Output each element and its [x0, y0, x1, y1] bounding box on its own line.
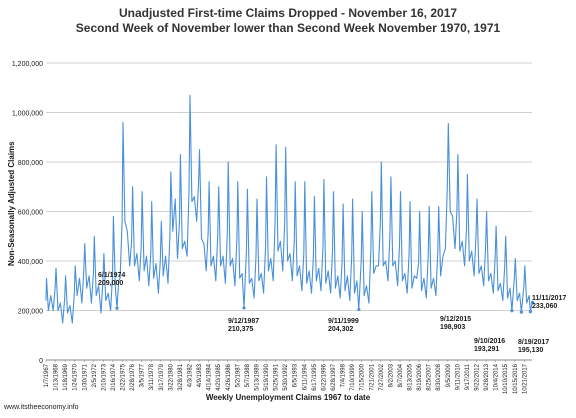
x-tick-label: 1/30/1971	[82, 363, 88, 390]
annotation-2016: 9/10/2016 193,291	[474, 338, 505, 354]
annotation-2017-nov: 11/11/2017 233,060	[532, 295, 566, 311]
x-tick-label: 6/22/1996	[321, 363, 327, 390]
x-tick-label: 7/21/2001	[369, 363, 375, 390]
x-tick-label: 6/5/1993	[293, 363, 299, 387]
x-tick-label: 5/19/1990	[264, 363, 270, 390]
x-tick-label: 4/9/1983	[197, 363, 203, 387]
x-tick-label: 1/7/1967	[44, 363, 50, 387]
x-tick-label: 6/17/1995	[312, 363, 318, 390]
annotation-2016-date: 9/10/2016	[474, 338, 506, 345]
annotation-2017-nov-date: 11/11/2017	[532, 295, 567, 302]
x-tick-label: 3/11/1978	[149, 363, 155, 390]
annotation-1974-date: 6/1/1974	[98, 272, 126, 279]
y-tick-label: 800,000	[18, 160, 43, 167]
y-tick-label: 0	[39, 358, 43, 365]
x-tick-label: 2/22/1975	[121, 363, 127, 390]
annotation-2017-aug: 8/19/2017 195,130	[518, 339, 549, 355]
x-tick-label: 10/10/2015	[503, 363, 509, 394]
annotation-point	[242, 306, 246, 310]
annotation-point	[528, 310, 532, 314]
x-tick-label: 3/22/1980	[168, 363, 174, 390]
annotation-2017-nov-value: 233,060	[532, 303, 558, 310]
annotation-2017-aug-date: 8/19/2017	[518, 339, 550, 346]
x-tick-label: 8/13/2005	[408, 363, 414, 390]
x-tick-label: 5/30/1992	[283, 363, 289, 390]
annotation-point	[530, 300, 535, 304]
x-tick-label: 8/19/2006	[417, 363, 423, 390]
x-tick-label: 3/5/1977	[140, 363, 146, 387]
annotation-1974: 6/1/1974 209,000	[98, 272, 125, 288]
annotation-point	[115, 306, 119, 310]
x-tick-label: 8/7/2004	[398, 363, 404, 387]
x-tick-label: 7/27/2002	[379, 363, 385, 390]
annotation-2015-date: 9/12/2015	[440, 316, 472, 323]
x-tick-label: 1/18/1969	[63, 363, 69, 390]
x-tick-label: 5/13/1989	[254, 363, 260, 390]
claims-series-line	[45, 94, 534, 324]
annotation-2016-value: 193,291	[474, 346, 500, 353]
x-axis-label: Weekly Unemployment Claims 1967 to date	[205, 393, 371, 402]
x-tick-label: 9/5/2009	[446, 363, 452, 387]
annotation-2017-aug-value: 195,130	[518, 347, 544, 354]
x-tick-label: 2/10/1973	[101, 363, 107, 390]
annotation-point	[519, 310, 523, 314]
chart-title: Unadjusted First-time Claims Dropped - N…	[118, 6, 458, 20]
x-tick-label: 7/4/1998	[341, 363, 347, 387]
annotation-point	[510, 309, 514, 313]
x-tick-label: 8/25/2007	[427, 363, 433, 390]
x-tick-label: 4/26/1986	[226, 363, 232, 390]
y-tick-label: 1,200,000	[12, 61, 43, 68]
annotation-2015-value: 198,903	[440, 324, 466, 331]
x-tick-label: 6/11/1994	[302, 363, 308, 390]
source-text: www.itstheeconomy.info	[4, 404, 79, 411]
x-tick-label: 2/16/1974	[111, 363, 117, 390]
annotation-1987-value: 210,375	[228, 326, 254, 333]
x-tick-label: 9/11/2010	[455, 363, 461, 390]
y-tick-label: 200,000	[18, 309, 43, 316]
chart-subtitle: Second Week of November lower than Secon…	[75, 21, 501, 35]
x-tick-label: 4/20/1985	[216, 363, 222, 390]
x-tick-label: 9/17/2011	[465, 363, 471, 390]
x-tick-label: 1/13/1968	[54, 363, 60, 390]
x-tick-label: 10/4/2014	[494, 363, 500, 390]
x-tick-label: 3/17/1979	[159, 363, 165, 390]
annotation-1999: 9/11/1999 204,302	[328, 318, 359, 334]
x-tick-label: 9/22/2012	[475, 363, 481, 390]
x-tick-label: 6/28/1997	[331, 363, 337, 390]
x-tick-label: 1/24/1970	[73, 363, 79, 390]
annotation-point	[357, 307, 361, 312]
annotation-1999-date: 9/11/1999	[328, 318, 359, 325]
x-tick-label: 4/3/1982	[188, 363, 194, 387]
y-tick-label: 400,000	[18, 259, 43, 266]
x-tick-label: 8/30/2008	[436, 363, 442, 390]
x-tick-label: 7/15/2000	[360, 363, 366, 390]
x-tick-label: 5/7/1988	[245, 363, 251, 387]
x-tick-label: 8/2/2003	[388, 363, 394, 387]
x-tick-label: 3/28/1981	[178, 363, 184, 390]
x-tick-label: 10/21/2017	[522, 363, 528, 394]
x-tick-label: 10/15/2016	[513, 363, 519, 394]
y-tick-label: 600,000	[18, 210, 43, 217]
x-tick-label: 4/14/1984	[207, 363, 213, 390]
y-axis-label: Non-Seasonally Adjusted Claims	[7, 141, 16, 266]
x-tick-label: 2/5/1972	[92, 363, 98, 387]
y-tick-label: 1,000,000	[12, 111, 43, 118]
x-tick-label: 2/28/1976	[130, 363, 136, 390]
x-tick-label: 9/28/2013	[484, 363, 490, 390]
annotation-2015: 9/12/2015 198,903	[440, 316, 471, 332]
annotation-1987: 9/12/1987 210,375	[228, 318, 259, 334]
x-tick-label: 5/2/1987	[235, 363, 241, 387]
annotation-1974-value: 209,000	[98, 280, 124, 287]
annotation-1999-value: 204,302	[328, 326, 354, 333]
x-tick-label: 7/10/1999	[350, 363, 356, 390]
x-tick-label: 5/25/1991	[274, 363, 280, 390]
annotation-1987-date: 9/12/1987	[228, 318, 260, 325]
